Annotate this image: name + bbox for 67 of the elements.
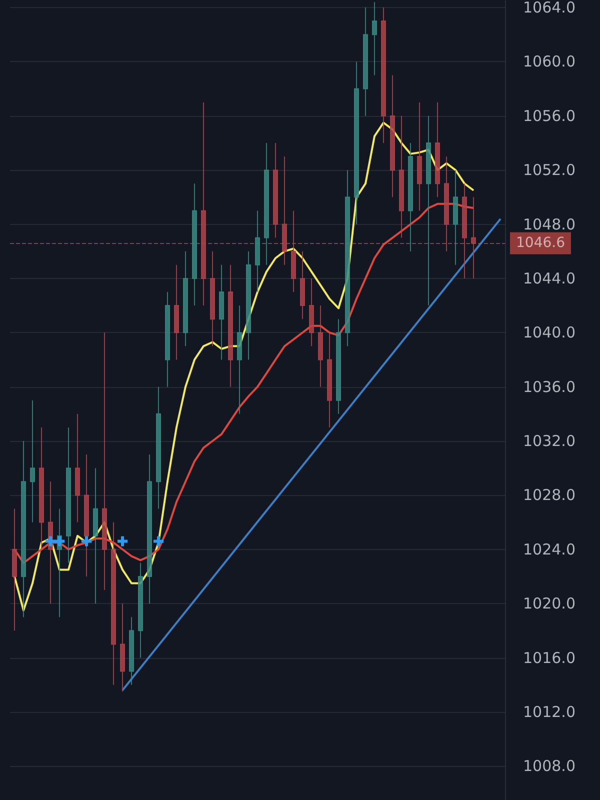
candlestick	[39, 426, 44, 550]
candlestick	[183, 250, 188, 347]
candlestick	[309, 278, 314, 347]
candlestick	[336, 318, 341, 414]
candlestick	[471, 196, 476, 279]
y-tick-label: 1044.0	[523, 269, 576, 288]
candlestick	[228, 264, 233, 388]
candlestick	[12, 508, 17, 632]
y-tick-label: 1020.0	[523, 594, 576, 613]
candlestick	[291, 210, 296, 292]
candlestick	[327, 332, 332, 428]
candlestick	[444, 156, 449, 252]
candlestick	[264, 142, 269, 266]
candlestick	[165, 291, 170, 388]
candlestick	[300, 250, 305, 320]
y-tick-label: 1032.0	[523, 432, 576, 450]
candlestick	[201, 102, 206, 306]
y-tick-label: 1024.0	[523, 540, 576, 558]
y-tick-label: 1052.0	[523, 161, 576, 180]
candlestick	[66, 426, 71, 564]
candlestick	[237, 305, 242, 414]
candlestick	[354, 61, 359, 225]
ref-line-label: 1046.6	[516, 235, 566, 252]
candlestick	[255, 210, 260, 292]
y-tick-label: 1012.0	[523, 702, 576, 721]
candlestick	[318, 305, 323, 388]
y-tick-label: 1060.0	[523, 52, 576, 71]
candlestick	[282, 156, 287, 266]
candlestick	[345, 170, 350, 347]
candlestick	[156, 386, 161, 510]
y-tick-label: 1056.0	[523, 106, 576, 125]
candlestick	[147, 454, 152, 604]
y-tick-label: 1016.0	[523, 648, 576, 667]
candlestick	[84, 454, 89, 577]
candlestick	[408, 142, 413, 252]
y-tick-label: 1036.0	[523, 378, 576, 396]
line-series	[14, 122, 474, 612]
candlestick	[129, 616, 134, 686]
candlestick	[381, 7, 386, 144]
candlestick	[372, 2, 377, 76]
candlestick	[102, 332, 107, 591]
candlestick	[390, 74, 395, 198]
candlestick	[246, 250, 251, 360]
candlestick	[174, 264, 179, 360]
candlestick	[93, 468, 98, 604]
candlestick	[30, 400, 35, 523]
y-tick-label: 1040.0	[523, 324, 576, 342]
candlestick	[417, 102, 422, 212]
y-tick-label: 1048.0	[523, 215, 576, 234]
candlestick	[111, 522, 116, 686]
y-tick-label: 1008.0	[523, 757, 576, 776]
candlestick	[120, 603, 125, 692]
candlestick	[462, 183, 467, 279]
candlestick	[21, 440, 26, 618]
candlestick	[192, 183, 197, 306]
candlestick	[138, 562, 143, 658]
y-tick-label: 1028.0	[523, 486, 576, 504]
candlestick	[399, 115, 404, 238]
candlestick	[75, 413, 80, 523]
candlestick	[453, 170, 458, 266]
candlestick	[210, 250, 215, 347]
y-tick-label: 1064.0	[523, 0, 576, 16]
candlestick	[435, 102, 440, 198]
candlestick	[273, 142, 278, 238]
candlestick	[363, 7, 368, 116]
candlestick	[219, 264, 224, 360]
candlestick	[426, 115, 431, 306]
